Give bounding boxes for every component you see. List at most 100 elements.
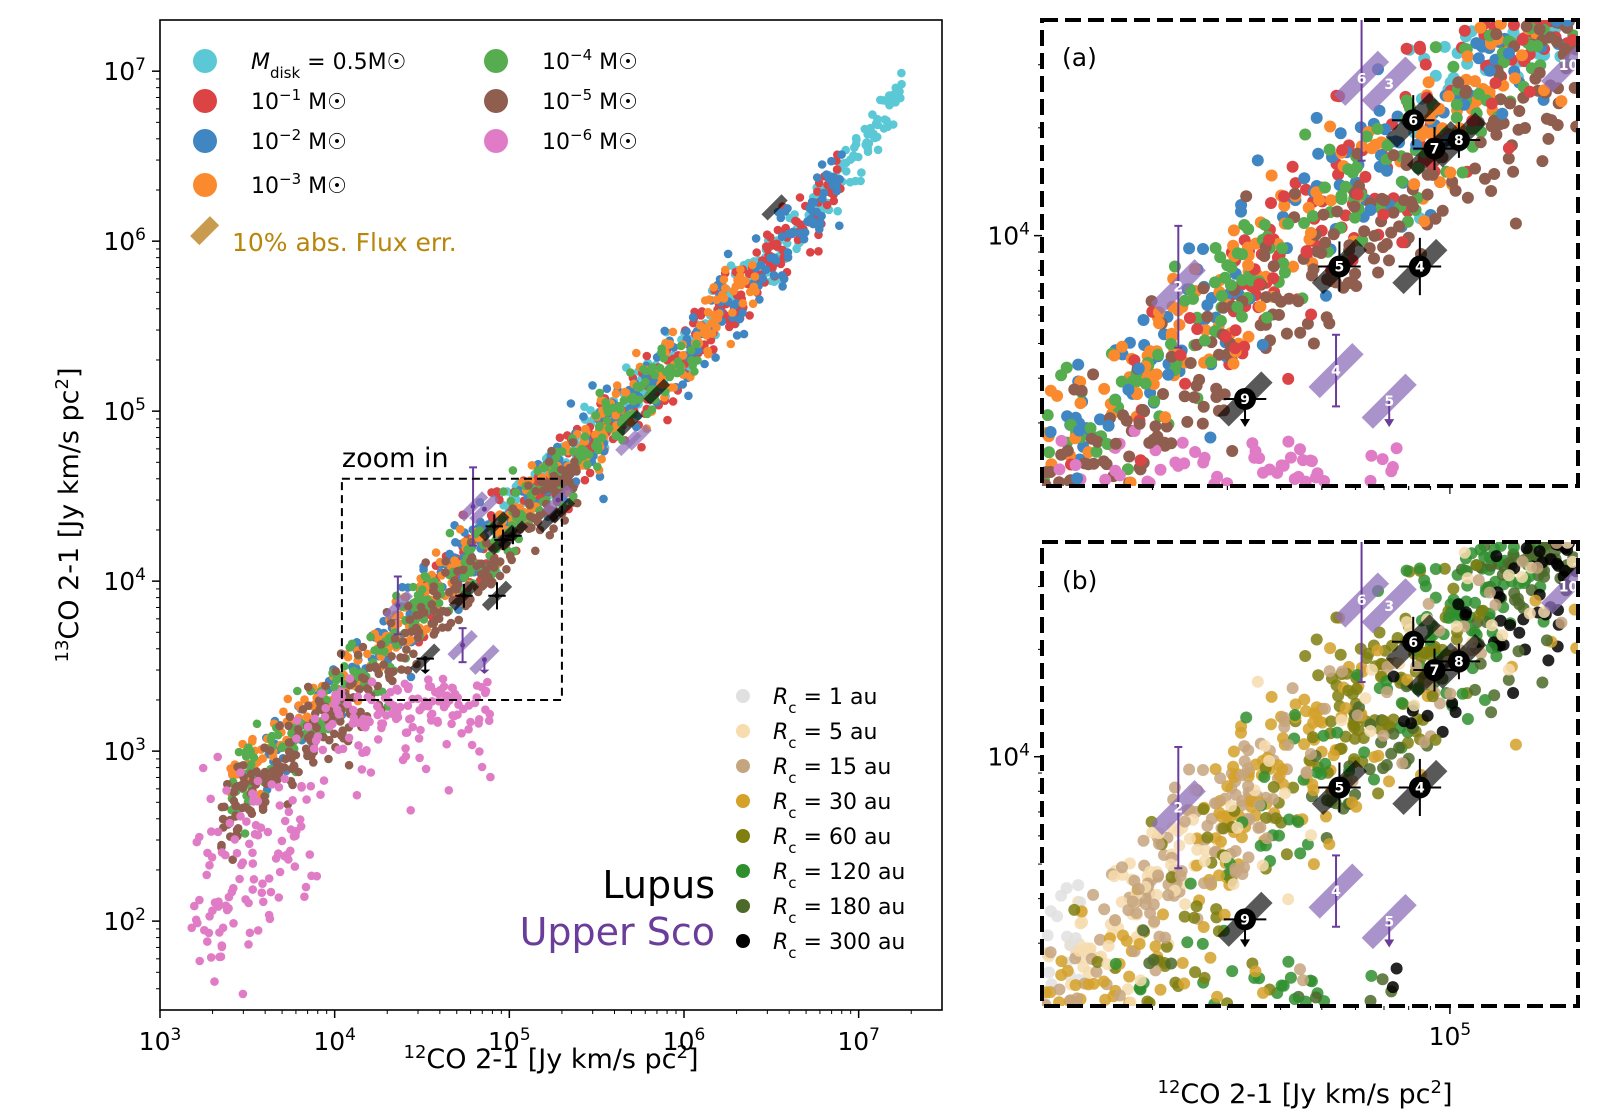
scatter-point: [827, 156, 836, 166]
scatter-point: [1043, 966, 1055, 979]
scatter-point: [1097, 455, 1110, 468]
scatter-point: [1351, 669, 1364, 681]
scatter-point: [1542, 654, 1555, 667]
scatter-point: [1304, 226, 1317, 239]
lupus-marker: [1447, 128, 1470, 151]
scatter-point: [1072, 358, 1085, 371]
scatter-point: [1221, 477, 1234, 486]
scatter-point: [1059, 1024, 1071, 1036]
scatter-point: [373, 710, 383, 720]
scatter-point: [568, 438, 578, 447]
scatter-point: [1529, 72, 1542, 85]
scatter-point: [1479, 172, 1491, 185]
scatter-point: [431, 548, 441, 557]
scatter-point: [703, 307, 713, 317]
scatter-point: [703, 349, 713, 359]
scatter-point: [1297, 974, 1309, 987]
rc-legend-label: Rc = 30 au: [773, 790, 891, 822]
lupus-error-band: [643, 378, 671, 405]
scatter-point: [1507, 542, 1520, 553]
scatter-point: [1278, 199, 1291, 212]
scatter-point: [1143, 476, 1156, 486]
scatter-point: [1393, 220, 1406, 233]
mass-legend-label: 10−2 M☉: [251, 126, 347, 155]
scatter-point: [792, 244, 801, 254]
scatter-point: [1053, 463, 1066, 476]
scatter-point: [1371, 644, 1384, 657]
scatter-point: [1231, 821, 1244, 834]
scatter-point: [1123, 970, 1136, 983]
scatter-point: [1298, 172, 1311, 185]
scatter-point: [1507, 165, 1520, 178]
scatter-point: [1288, 473, 1301, 485]
scatter-point: [1298, 693, 1311, 706]
scatter-point: [1134, 463, 1147, 476]
scatter-point: [721, 265, 730, 275]
scatter-point: [1418, 736, 1431, 749]
scatter-point: [1360, 130, 1373, 143]
scatter-point: [1307, 858, 1320, 871]
scatter-point: [615, 401, 624, 411]
scatter-point: [1276, 763, 1289, 776]
scatter-point: [217, 941, 227, 950]
scatter-point: [869, 131, 878, 141]
scatter-point: [1236, 248, 1248, 261]
scatter-point: [1387, 727, 1400, 740]
scatter-point: [1253, 798, 1266, 811]
scatter-point: [672, 368, 682, 378]
scatter-point: [806, 248, 815, 257]
scatter-point: [202, 870, 211, 880]
scatter-point: [1116, 861, 1128, 874]
scatter-point: [265, 746, 275, 755]
scatter-point: [412, 611, 421, 620]
scatter-point: [455, 525, 465, 534]
scatter-point: [842, 167, 851, 176]
scatter-point: [1364, 994, 1377, 1006]
scatter-point: [1278, 190, 1290, 203]
scatter-point: [386, 687, 395, 697]
scatter-point: [431, 687, 440, 697]
scatter-point: [286, 825, 296, 834]
scatter-point: [1474, 543, 1487, 556]
scatter-point: [1509, 594, 1521, 606]
scatter-point: [1267, 260, 1280, 273]
scatter-point: [1496, 107, 1509, 120]
scatter-point: [1520, 20, 1533, 33]
scatter-point: [1149, 940, 1162, 953]
scatter-point: [1197, 803, 1210, 816]
usco-marker-id: 10: [1559, 580, 1579, 596]
scatter-point: [594, 422, 604, 432]
scatter-point: [1418, 215, 1431, 228]
scatter-point: [1238, 219, 1251, 231]
scatter-point: [419, 608, 429, 617]
scatter-point: [1383, 775, 1395, 788]
scatter-point: [1363, 763, 1376, 776]
scatter-point: [396, 653, 405, 662]
scatter-point: [231, 801, 241, 810]
scatter-point: [1184, 357, 1197, 369]
scatter-point: [1090, 965, 1103, 978]
scatter-point: [1261, 832, 1273, 845]
legend-marker: [484, 89, 508, 113]
scatter-point: [1339, 180, 1352, 193]
scatter-point: [1254, 300, 1267, 313]
scatter-point: [479, 580, 488, 590]
scatter-point: [792, 217, 801, 226]
scatter-point: [776, 213, 786, 223]
lupus-marker: [461, 593, 467, 599]
scatter-point: [1042, 929, 1054, 942]
main-y-axis-label: 13CO 2-1 [Jy km/s pc2]: [52, 368, 86, 663]
scatter-point: [1224, 279, 1237, 292]
scatter-point: [812, 207, 821, 217]
scatter-point: [1198, 334, 1211, 347]
scatter-point: [1438, 40, 1451, 53]
scatter-point: [1536, 155, 1549, 168]
scatter-point: [795, 193, 805, 202]
scatter-point: [1429, 563, 1442, 575]
rc-legend-marker: [736, 759, 750, 773]
scatter-point: [1261, 311, 1273, 324]
scatter-point: [1053, 476, 1066, 486]
scatter-point: [612, 381, 622, 390]
scatter-point: [441, 557, 451, 566]
